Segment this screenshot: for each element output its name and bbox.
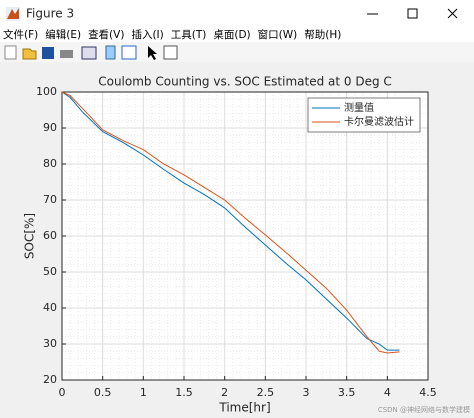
- menu-item[interactable]: 文件(F): [3, 28, 38, 41]
- menu-item[interactable]: 窗口(W): [258, 28, 298, 41]
- x-tick-label: 0: [59, 386, 66, 399]
- x-tick-label: 4: [384, 386, 391, 399]
- menu-bar: [0, 28, 474, 42]
- toolbar: [0, 42, 474, 62]
- legend-box: [307, 97, 421, 133]
- y-axis-label: SOC[%]: [23, 213, 37, 259]
- y-tick-label: 70: [43, 193, 57, 206]
- x-tick-label: 2.5: [257, 386, 275, 399]
- chart-title: Coulomb Counting vs. SOC Estimated at 0 …: [98, 75, 392, 89]
- x-tick-label: 3: [303, 386, 310, 399]
- new-button[interactable]: [4, 45, 17, 60]
- legend-button[interactable]: [121, 45, 137, 60]
- series-line: [61, 91, 400, 354]
- close-button[interactable]: [447, 8, 458, 19]
- y-tick-label: 20: [43, 373, 57, 386]
- maximize-button[interactable]: [407, 8, 418, 19]
- x-tick-label: 1.5: [175, 386, 193, 399]
- window-title: Figure 3: [26, 7, 74, 21]
- x-tick-label: 2: [221, 386, 228, 399]
- property-button[interactable]: [163, 45, 178, 60]
- edit-button[interactable]: [148, 46, 157, 60]
- menu-item[interactable]: 查看(V): [88, 28, 124, 41]
- menu-item[interactable]: 插入(I): [131, 28, 163, 41]
- app-icon: [6, 7, 20, 21]
- menu: 文件(F) 编辑(E) 查看(V) 插入(I) 工具(T) 桌面(D) 窗口(W) 帮助(H): [3, 28, 341, 41]
- y-tick-label: 100: [36, 85, 57, 98]
- y-tick-label: 40: [43, 301, 57, 314]
- y-tick-label: 30: [43, 337, 57, 350]
- y-tick-label: 50: [43, 265, 57, 278]
- print-button[interactable]: [60, 50, 73, 58]
- axes-frame: [61, 91, 429, 381]
- y-tick-label: 60: [43, 229, 57, 242]
- x-axis-label: Time[hr]: [218, 401, 270, 415]
- series-line: [61, 91, 400, 351]
- plot: 0 0.5 1 1.5 2 2.5 3 3.5 4 4.5 20 30 40 50 60 70 80 90 100 测…: [36, 85, 437, 399]
- open-button[interactable]: [22, 48, 37, 60]
- y-tick-label: 90: [43, 121, 57, 134]
- menu-item[interactable]: 桌面(D): [213, 28, 250, 41]
- legend-label: 卡尔曼滤波估计: [344, 115, 414, 128]
- menu-item[interactable]: 编辑(E): [45, 28, 81, 41]
- menu-item[interactable]: 帮助(H): [304, 28, 341, 41]
- link-button[interactable]: [81, 46, 97, 60]
- watermark: CSDN @神经网络与数学建模: [378, 405, 470, 414]
- title-bar: [0, 0, 474, 28]
- colorbar-button[interactable]: [105, 45, 116, 60]
- x-tick-label: 1: [140, 386, 147, 399]
- menu-item[interactable]: 工具(T): [171, 29, 207, 41]
- x-tick-label: 3.5: [338, 386, 356, 399]
- x-tick-label: 4.5: [419, 386, 437, 399]
- save-button[interactable]: [42, 47, 54, 59]
- x-tick-label: 0.5: [94, 386, 112, 399]
- legend-label: 测量值: [344, 101, 374, 114]
- y-tick-label: 80: [43, 157, 57, 170]
